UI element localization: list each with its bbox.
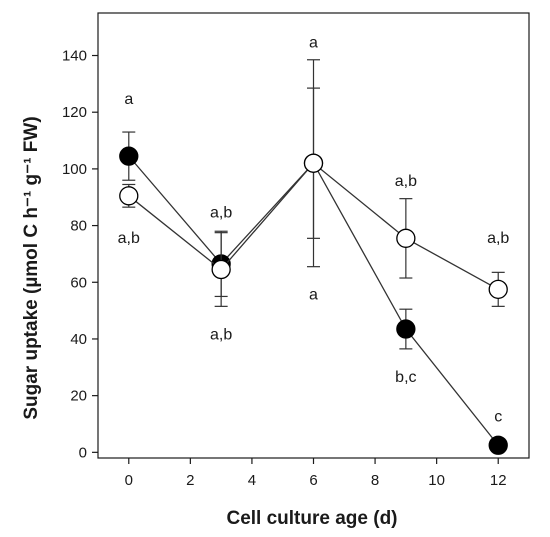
significance-label: a: [309, 287, 318, 304]
filled-point: [488, 435, 508, 455]
x-tick-label: 2: [186, 472, 194, 489]
y-tick-label: 120: [62, 104, 87, 121]
open-point: [396, 228, 416, 248]
significance-label: a,b: [118, 230, 140, 247]
open-point: [211, 259, 231, 280]
y-tick-label: 140: [62, 48, 87, 65]
significance-label: a,b: [210, 326, 232, 343]
filled-point: [119, 146, 139, 166]
x-tick-label: 0: [125, 472, 133, 489]
open-point: [119, 186, 139, 206]
annotations-group: a a,b a,b a,b a a a,b b,c a,b c: [118, 34, 510, 425]
significance-label: a: [124, 91, 133, 108]
y-tick-label: 60: [70, 274, 87, 291]
significance-label: b,c: [395, 369, 416, 386]
significance-label: c: [494, 408, 502, 425]
filled-point: [396, 319, 416, 339]
x-axis-title: Cell culture age (d): [226, 508, 397, 529]
y-tick-label: 40: [70, 331, 87, 348]
x-tick-label: 10: [428, 472, 445, 489]
x-tick-label: 8: [371, 472, 379, 489]
open-point: [303, 153, 324, 173]
significance-label: a: [309, 34, 318, 51]
y-axis-title: Sugar uptake (µmol C h⁻¹ g⁻¹ FW): [21, 116, 42, 419]
x-tick-label: 4: [248, 472, 256, 489]
y-tick-label: 20: [70, 388, 87, 405]
y-tick-label: 80: [70, 218, 87, 235]
x-tick-label: 12: [490, 472, 507, 489]
series-group: [119, 59, 508, 455]
open-point: [488, 279, 508, 300]
significance-label: a,b: [210, 204, 232, 221]
series-2: [119, 59, 508, 307]
significance-label: a,b: [395, 173, 417, 190]
significance-label: a,b: [487, 230, 509, 247]
x-tick-label: 6: [309, 472, 317, 489]
y-tick-label: 0: [79, 444, 87, 461]
y-tick-label: 100: [62, 161, 87, 178]
